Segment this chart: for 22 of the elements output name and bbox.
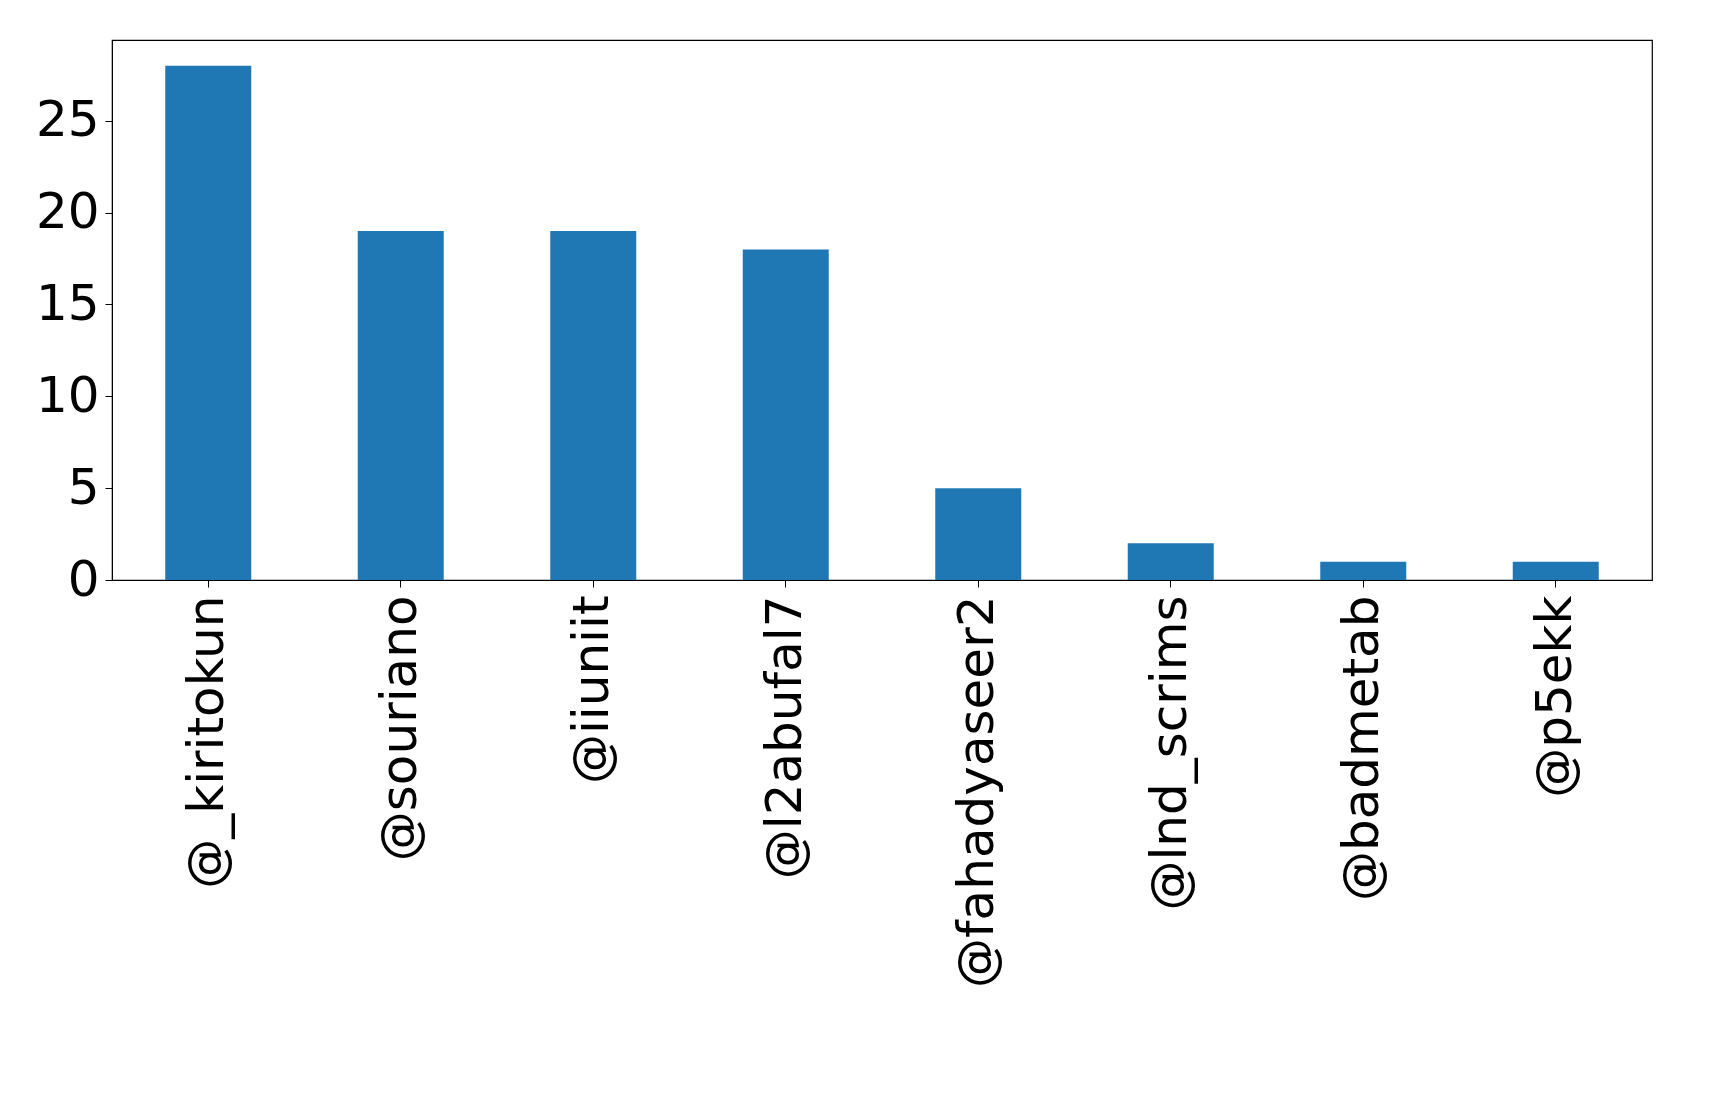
x-tick-label: @l2abufal7 [754,595,813,880]
x-tick-label: @badmetab [1332,595,1391,902]
bar [1512,561,1599,580]
x-tick-label: @fahadyaseer2 [947,595,1006,988]
y-tick-label: 5 [67,457,100,516]
y-tick-label: 10 [35,365,100,424]
y-tick-label: 15 [35,273,100,332]
x-tick-label: @iiuniit [562,595,621,785]
x-tick-label: @_kiritokun [177,595,236,889]
x-tick-label: @lnd_scrims [1139,595,1198,911]
y-tick-label: 0 [67,549,100,608]
y-tick-label: 25 [35,90,100,149]
bar [550,231,637,580]
bar [742,249,829,580]
x-tick-label: @p5ekk [1524,595,1583,798]
bar [165,65,252,580]
y-tick-label: 20 [35,182,100,241]
bar [1320,561,1407,580]
x-tick-label: @souriano [369,595,428,862]
bar [357,231,444,580]
bar [1127,543,1214,580]
bar [935,488,1022,580]
